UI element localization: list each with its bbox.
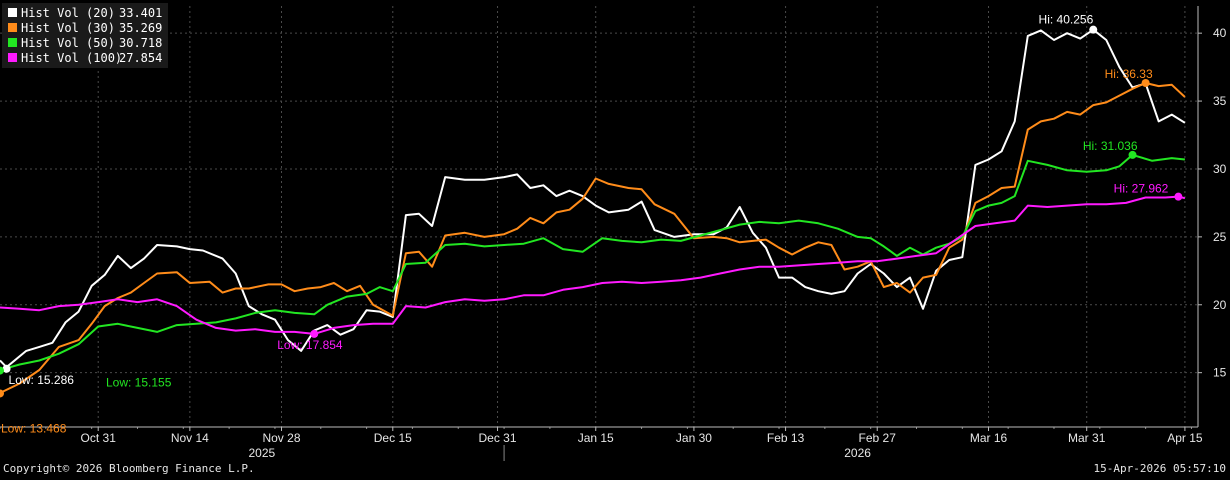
annotation-marker bbox=[310, 329, 319, 338]
y-tick-label: 35 bbox=[1213, 94, 1227, 108]
copyright-text: Copyright© 2026 Bloomberg Finance L.P. bbox=[3, 462, 255, 475]
annotation-label: Hi: 27.962 bbox=[1114, 182, 1169, 196]
annotation-label: Hi: 40.256 bbox=[1039, 13, 1094, 27]
legend-label: Hist Vol (50) bbox=[21, 35, 115, 50]
annotations: Low: 15.286 Low: 15.155 Low: 13.468 Low: 17… bbox=[0, 13, 1183, 435]
series-lines bbox=[0, 28, 1186, 394]
x-tick-label: Apr 15 bbox=[1167, 431, 1203, 445]
legend-swatch bbox=[8, 53, 17, 62]
legend-item-hist-vol-30: Hist Vol (30) 35.269 bbox=[8, 20, 162, 35]
legend-label: Hist Vol (20) bbox=[21, 5, 115, 20]
legend-value: 30.718 bbox=[119, 35, 163, 50]
series-line bbox=[0, 153, 1186, 371]
annotation-label: Low: 13.468 bbox=[1, 421, 67, 435]
x-tick-label: Jan 30 bbox=[676, 431, 712, 445]
annotation-label: Hi: 36.33 bbox=[1105, 67, 1153, 81]
x-tick-label: Nov 14 bbox=[171, 431, 209, 445]
annotation-marker bbox=[1174, 192, 1183, 201]
timestamp-text: 15-Apr-2026 05:57:10 bbox=[1093, 462, 1226, 475]
annotation-label: Low: 17.854 bbox=[277, 338, 343, 352]
annotation-label: Hi: 31.036 bbox=[1083, 139, 1138, 153]
annotation-marker bbox=[1128, 150, 1137, 159]
legend-swatch bbox=[8, 38, 17, 47]
series-line bbox=[0, 28, 1186, 369]
legend-item-hist-vol-50: Hist Vol (50) 30.718 bbox=[8, 35, 162, 50]
annotation-label: Low: 15.286 bbox=[9, 373, 75, 387]
x-tick-label: Dec 15 bbox=[374, 431, 412, 445]
legend-item-hist-vol-100: Hist Vol (100) 27.854 bbox=[8, 50, 162, 65]
y-tick-label: 40 bbox=[1213, 26, 1227, 40]
legend-swatch bbox=[8, 8, 17, 17]
annotation-marker bbox=[2, 364, 11, 373]
x-tick-label: Oct 31 bbox=[81, 431, 117, 445]
x-tick-label: Mar 16 bbox=[970, 431, 1008, 445]
legend: Hist Vol (20) 33.401 Hist Vol (30) 35.26… bbox=[2, 3, 169, 68]
legend-swatch bbox=[8, 23, 17, 32]
series-line bbox=[0, 195, 1186, 335]
legend-value: 27.854 bbox=[119, 50, 163, 65]
x-tick-label: Dec 31 bbox=[479, 431, 517, 445]
x-tick-label: Jan 15 bbox=[578, 431, 614, 445]
y-tick-label: 20 bbox=[1213, 298, 1227, 312]
x-tick-label: Mar 31 bbox=[1068, 431, 1106, 445]
legend-value: 35.269 bbox=[119, 20, 163, 35]
annotation-marker bbox=[0, 366, 4, 375]
legend-label: Hist Vol (100) bbox=[21, 50, 123, 65]
y-tick-label: 30 bbox=[1213, 162, 1227, 176]
legend-value: 33.401 bbox=[119, 5, 163, 20]
annotation-marker bbox=[1141, 79, 1150, 88]
annotation-marker bbox=[1089, 25, 1098, 34]
year-label: 2025 bbox=[249, 446, 276, 460]
grid bbox=[0, 6, 1198, 427]
legend-item-hist-vol-20: Hist Vol (20) 33.401 bbox=[8, 5, 162, 20]
x-tick-label: Nov 28 bbox=[262, 431, 300, 445]
y-tick-label: 25 bbox=[1213, 230, 1227, 244]
year-label: 2026 bbox=[844, 446, 871, 460]
legend-label: Hist Vol (30) bbox=[21, 20, 115, 35]
y-tick-label: 15 bbox=[1213, 366, 1227, 380]
series-line bbox=[0, 82, 1186, 394]
annotation-marker bbox=[0, 389, 4, 398]
x-tick-label: Feb 13 bbox=[767, 431, 805, 445]
annotation-label: Low: 15.155 bbox=[106, 376, 172, 390]
x-tick-label: Feb 27 bbox=[859, 431, 897, 445]
